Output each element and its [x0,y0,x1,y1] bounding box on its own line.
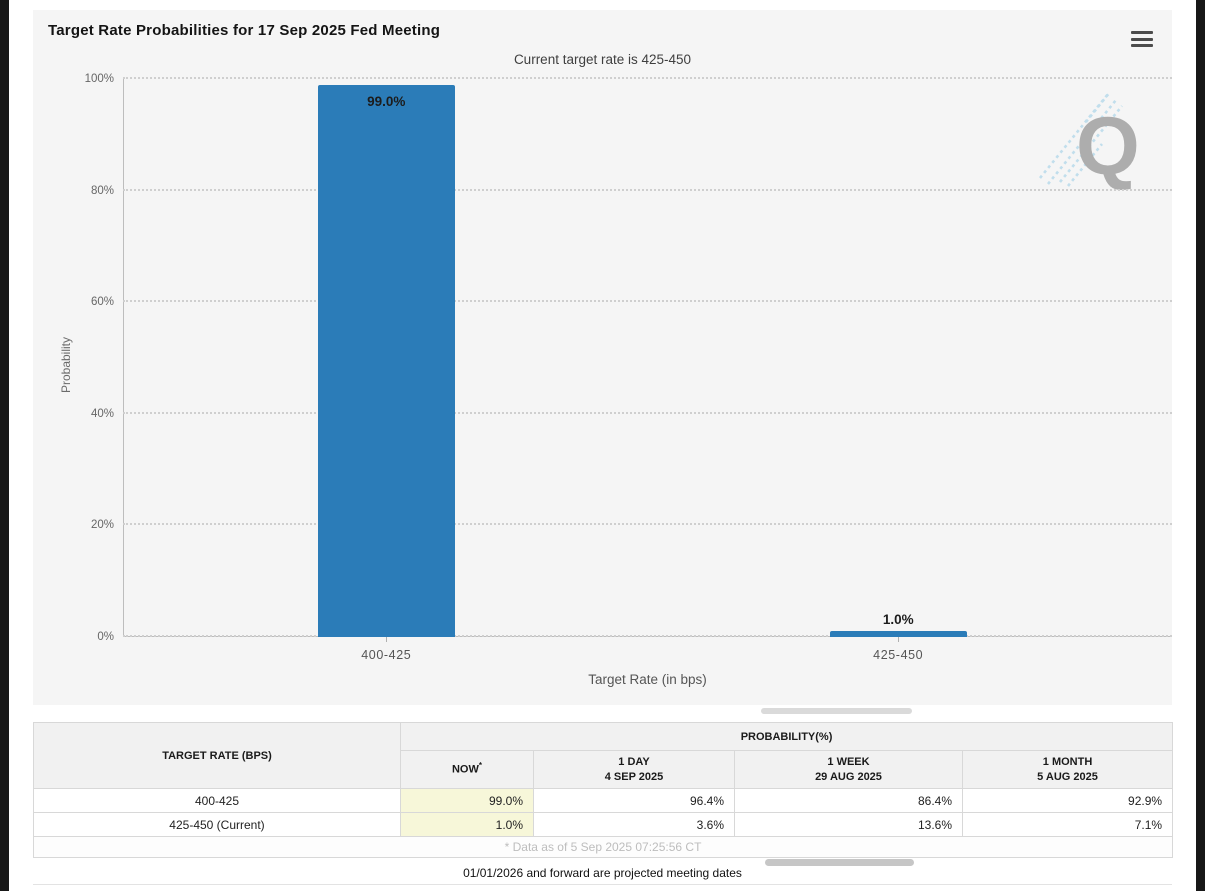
table-footnote-row: * Data as of 5 Sep 2025 07:25:56 CT [32,836,1174,858]
chart-subtitle: Current target rate is 425-450 [513,52,692,67]
probability-1week-cell: 13.6% [734,812,963,837]
footnote-marker: * [478,761,482,771]
probability-now-cell: 99.0% [400,788,534,813]
screen-edge-right [1196,0,1205,891]
chart-bar-400-425[interactable] [317,84,455,637]
probability-1week-cell: 86.4% [734,788,963,813]
chart-title: Target Rate Probabilities for 17 Sep 202… [48,22,441,39]
table-header-row-group: TARGET RATE (BPS) PROBABILITY(%) [33,722,1174,789]
y-axis-tick-label: 60% [90,296,114,309]
chart-menu-button[interactable] [1131,31,1153,49]
x-axis-tick-label: 425-450 [873,648,924,662]
screen-edge-left [0,0,9,891]
y-axis-tick-label: 40% [90,407,114,420]
target-rate-cell: 400-425 [33,788,401,813]
y-axis-line [123,79,124,637]
gridline [123,411,1172,414]
y-axis-tick-label: 20% [90,519,114,532]
data-as-of-note: * Data as of 5 Sep 2025 07:25:56 CT [32,836,1174,858]
footer-divider [33,884,1172,885]
x-axis-tick-label: 400-425 [361,648,412,662]
chart-bar-425-450[interactable] [829,631,967,637]
column-group-header-probability: PROBABILITY(%) [399,722,1174,751]
svg-text:Q: Q [1076,101,1140,190]
page-horizontal-scrollbar[interactable] [765,859,914,866]
probability-table: TARGET RATE (BPS) PROBABILITY(%) NOW* 1 … [32,722,1174,858]
quikstrike-watermark-icon: Q [1038,91,1140,190]
bar-value-label: 99.0% [367,93,406,109]
x-axis-tick-mark [898,637,900,642]
table-header-row-dates: NOW* 1 DAY 4 SEP 2025 1 WEEK 29 AUG 2025 1… [34,750,1174,789]
column-header-1-week: 1 WEEK 29 AUG 2025 [734,750,963,789]
table-row-425-450: 425-450 (Current) 1.0% 3.6% 13.6% 7.1% [33,812,1174,837]
y-axis-tick-label: 0% [97,631,114,643]
probability-now-cell: 1.0% [400,812,534,837]
target-rate-cell: 425-450 (Current) [33,812,401,837]
probability-1day-cell: 3.6% [533,812,735,837]
y-axis-tick-label: 80% [90,184,114,197]
gridline [123,188,1172,191]
table-horizontal-scrollbar[interactable] [761,708,912,714]
column-header-1-day: 1 DAY 4 SEP 2025 [533,750,735,789]
y-axis-tick-label: 100% [84,73,114,85]
target-rate-chart-panel: Target Rate Probabilities for 17 Sep 202… [33,10,1172,705]
projected-dates-note: 01/01/2026 and forward are projected mee… [463,866,742,880]
hamburger-icon [1131,31,1153,48]
probability-1month-cell: 7.1% [961,812,1174,837]
gridline [123,77,1172,79]
y-axis-title: Probability [59,336,73,394]
table-row-400-425: 400-425 99.0% 96.4% 86.4% 92.9% [33,788,1174,813]
column-header-1-month: 1 MONTH 5 AUG 2025 [961,750,1174,789]
bar-value-label: 1.0% [882,612,914,628]
column-header-target-rate: TARGET RATE (BPS) [33,722,401,789]
probability-1month-cell: 92.9% [961,788,1174,813]
column-header-now: NOW* [400,750,534,789]
gridline [123,523,1172,526]
gridline [123,300,1172,303]
x-axis-title: Target Rate (in bps) [588,672,707,687]
x-axis-tick-mark [386,637,388,642]
plot-area: 0% 20% 40% 60% 80% 100% 99.0% 400-425 1.0% 425-45… [85,73,1172,662]
probability-1day-cell: 96.4% [533,788,735,813]
gridline [123,635,1172,637]
